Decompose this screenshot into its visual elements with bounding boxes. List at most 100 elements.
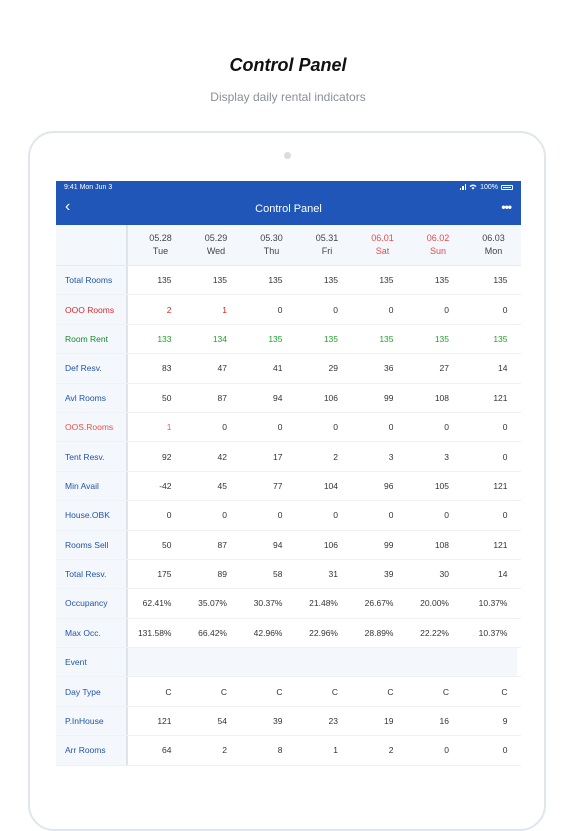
date-header-inner: 06.03 Mon bbox=[471, 232, 517, 258]
table-cell: 0 bbox=[222, 510, 227, 521]
table-corner bbox=[56, 225, 128, 265]
table-cell: 108 bbox=[434, 392, 449, 403]
date-column-header[interactable]: 05.31 Fri bbox=[295, 225, 351, 265]
row-label: Event bbox=[56, 648, 128, 677]
table-cell: C bbox=[276, 686, 283, 697]
date-column-header[interactable]: 06.02 Sun bbox=[406, 225, 462, 265]
table-cell: 28.89% bbox=[364, 627, 394, 638]
table-cell: 10.37% bbox=[478, 598, 508, 609]
table-cell: 0 bbox=[502, 304, 508, 315]
chevron-left-icon[interactable]: ‹ bbox=[65, 198, 71, 215]
table-cell bbox=[405, 648, 461, 677]
date-label: 06.02 bbox=[426, 233, 450, 243]
table-cell: 1 bbox=[166, 422, 172, 433]
table-cell: 42.96% bbox=[253, 627, 283, 638]
row-label: Avl Rooms bbox=[56, 383, 128, 412]
table-cell: 58 bbox=[273, 569, 283, 580]
table-cell: 62.41% bbox=[142, 598, 172, 609]
table-cell: 23 bbox=[328, 716, 338, 727]
table-cell: 0 bbox=[444, 745, 449, 756]
table-cell: 50 bbox=[162, 392, 172, 403]
battery-icon bbox=[501, 184, 513, 190]
table-row: OOS.Rooms 1 0 0 0 0 0 0 bbox=[56, 412, 521, 443]
table-cell: 135 bbox=[212, 275, 227, 286]
date-column-header[interactable]: 06.01 Sat bbox=[350, 225, 406, 265]
table-cell: 96 bbox=[384, 480, 394, 491]
table-cell: 135 bbox=[157, 275, 172, 286]
more-icon[interactable]: ••• bbox=[501, 200, 512, 214]
table-cell: 77 bbox=[273, 480, 283, 491]
table-cell: 0 bbox=[502, 451, 508, 462]
table-cell: 41 bbox=[273, 363, 283, 374]
table-cell: 20.00% bbox=[420, 598, 449, 609]
table-cell: 106 bbox=[323, 539, 338, 550]
table-cell: 10.37% bbox=[478, 627, 508, 638]
table-cell: 0 bbox=[277, 304, 283, 315]
table-cell bbox=[294, 648, 350, 677]
table-cell: 22.96% bbox=[309, 627, 338, 638]
date-label: 05.28 bbox=[149, 233, 172, 243]
table-cell: 94 bbox=[273, 539, 283, 550]
status-indicators: 100% bbox=[459, 184, 513, 191]
table-cell: 121 bbox=[493, 392, 508, 403]
table-cell: 106 bbox=[323, 392, 338, 403]
row-label: Rooms Sell bbox=[56, 530, 128, 559]
table-row: House.OBK 0 0 0 0 0 0 0 bbox=[56, 501, 521, 531]
status-bar: 9:41 Mon Jun 3 100% bbox=[56, 181, 521, 193]
table-row: Max Occ. 131.58% 66.42% 42.96% 22.96% 28.89% 2… bbox=[56, 618, 521, 649]
table-cell: 121 bbox=[157, 716, 172, 727]
table-cell: 135 bbox=[268, 333, 283, 344]
table-cell: 39 bbox=[273, 716, 283, 727]
table-cell: 0 bbox=[277, 510, 283, 521]
table-row: Event bbox=[56, 648, 521, 678]
row-label: Day Type bbox=[56, 677, 128, 706]
signal-icon bbox=[459, 184, 467, 190]
table-cell: 94 bbox=[273, 392, 283, 403]
date-header-row: 05.28 Tue 05.29 Wed 05.30 Thu 05.31 Fri 06.01 Sat… bbox=[56, 225, 521, 266]
table-cell: 47 bbox=[217, 363, 227, 374]
table-cell: C bbox=[165, 686, 172, 697]
wifi-icon bbox=[469, 184, 477, 190]
table-cell bbox=[128, 648, 184, 677]
table-cell: C bbox=[331, 686, 338, 697]
weekday-label: Wed bbox=[206, 246, 226, 256]
table-cell bbox=[183, 648, 239, 677]
table-row: Def Resv. 83 47 41 29 36 27 14 bbox=[56, 354, 521, 384]
table-cell: C bbox=[442, 686, 449, 697]
table-cell: 42 bbox=[217, 451, 227, 462]
date-header-inner: 05.31 Fri bbox=[304, 232, 350, 258]
table-cell: 14 bbox=[498, 363, 508, 374]
table-cell: 2 bbox=[388, 745, 394, 756]
weekday-label: Mon bbox=[484, 246, 503, 256]
table-cell: 92 bbox=[162, 451, 172, 462]
nav-bar: ‹ Control Panel ••• bbox=[56, 193, 521, 225]
date-label: 05.29 bbox=[204, 233, 228, 243]
table-cell: 45 bbox=[217, 480, 227, 491]
table-cell: 35.07% bbox=[198, 598, 227, 609]
date-header-inner: 05.28 Tue bbox=[138, 232, 184, 258]
table-row: Avl Rooms 50 87 94 106 99 108 121 bbox=[56, 383, 521, 413]
date-column-header[interactable]: 05.30 Thu bbox=[239, 225, 295, 265]
table-cell: 87 bbox=[217, 539, 227, 550]
table-cell: 133 bbox=[157, 333, 172, 344]
table-cell: 8 bbox=[277, 745, 283, 756]
date-column-header[interactable]: 05.29 Wed bbox=[184, 225, 240, 265]
row-label: OOS.Rooms bbox=[56, 412, 128, 442]
date-label: 05.30 bbox=[260, 233, 283, 243]
date-label: 05.31 bbox=[315, 233, 339, 243]
table-cell: 66.42% bbox=[198, 627, 227, 638]
nav-title: Control Panel bbox=[255, 203, 322, 215]
table-cell: 30 bbox=[439, 569, 449, 580]
row-label: Room Rent bbox=[56, 324, 128, 354]
table-body: Total Rooms 135 135 135 135 135 135 135 OOO Room… bbox=[56, 266, 521, 766]
table-cell: 131.58% bbox=[137, 627, 172, 638]
table-cell: 134 bbox=[212, 333, 227, 344]
table-cell: 0 bbox=[502, 745, 508, 756]
camera-dot bbox=[284, 152, 291, 159]
date-column-header[interactable]: 05.28 Tue bbox=[128, 225, 184, 265]
table-cell: 135 bbox=[268, 275, 283, 286]
date-header-inner: 06.02 Sun bbox=[415, 232, 461, 258]
table-cell: 0 bbox=[444, 510, 449, 521]
row-label: Total Resv. bbox=[56, 559, 128, 589]
date-column-header[interactable]: 06.03 Mon bbox=[461, 225, 517, 265]
